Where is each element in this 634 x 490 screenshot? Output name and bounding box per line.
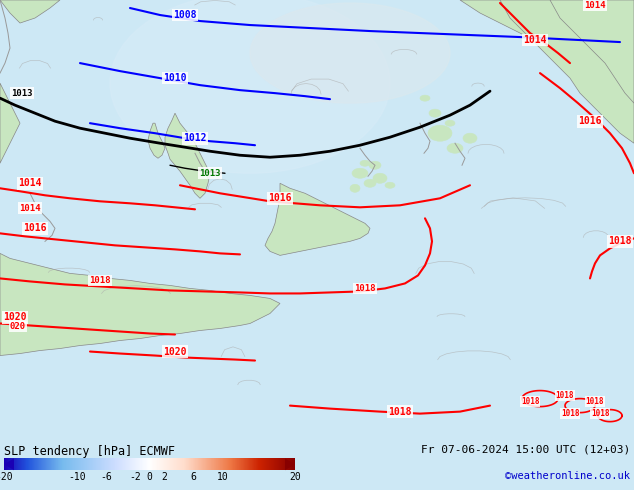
Polygon shape [0,253,280,356]
Polygon shape [500,0,634,143]
Polygon shape [0,83,20,163]
Ellipse shape [385,182,395,188]
Ellipse shape [352,168,368,178]
Ellipse shape [350,184,360,192]
Text: 1010: 1010 [163,73,187,83]
Text: 020: 020 [10,322,26,331]
Text: 1018: 1018 [521,397,540,406]
Text: Fr 07-06-2024 15:00 UTC (12+03): Fr 07-06-2024 15:00 UTC (12+03) [421,444,630,455]
Text: 1020: 1020 [3,313,27,322]
Ellipse shape [110,0,390,173]
Ellipse shape [429,109,441,117]
Text: 1016: 1016 [578,116,602,126]
Ellipse shape [447,143,463,153]
Ellipse shape [364,179,376,187]
Text: 1014: 1014 [19,204,41,213]
Text: 10: 10 [216,472,228,482]
Text: 1018: 1018 [608,236,631,246]
Text: 1018: 1018 [560,409,579,418]
Text: ©weatheronline.co.uk: ©weatheronline.co.uk [505,471,630,481]
Ellipse shape [428,125,452,141]
Text: -10: -10 [68,472,86,482]
Text: 1014: 1014 [18,178,42,188]
Text: 1012: 1012 [183,133,207,143]
Polygon shape [460,0,634,113]
Text: 1018: 1018 [354,284,376,293]
Text: 1016: 1016 [23,223,47,233]
Text: 6: 6 [190,472,196,482]
Text: 1018: 1018 [89,276,111,285]
Text: 1018: 1018 [556,391,574,400]
Text: -6: -6 [100,472,112,482]
Polygon shape [550,0,634,103]
Text: 1020: 1020 [163,346,187,357]
Ellipse shape [360,160,370,166]
Text: 1018: 1018 [591,409,609,418]
Text: -2: -2 [129,472,141,482]
Text: 1014: 1014 [523,35,547,45]
Ellipse shape [250,3,450,103]
Text: -20: -20 [0,472,13,482]
Polygon shape [165,113,210,198]
Text: 1008: 1008 [173,10,197,20]
Ellipse shape [463,133,477,143]
Text: 1016: 1016 [268,193,292,203]
Text: 1013: 1013 [199,169,221,178]
Polygon shape [580,0,634,38]
Text: 20: 20 [289,472,301,482]
Text: 1018: 1018 [388,407,411,416]
Ellipse shape [420,95,430,101]
Text: 2: 2 [161,472,167,482]
Text: SLP tendency [hPa] ECMWF: SLP tendency [hPa] ECMWF [4,444,175,458]
Polygon shape [148,123,165,158]
Text: 1018: 1018 [586,397,604,406]
Polygon shape [4,458,14,470]
Polygon shape [285,458,295,470]
Ellipse shape [369,161,381,169]
Ellipse shape [445,120,455,126]
Polygon shape [0,0,60,23]
Polygon shape [265,183,370,255]
Text: 1014: 1014 [585,0,605,9]
Text: 0: 0 [146,472,152,482]
Ellipse shape [373,173,387,183]
Text: 1013: 1013 [11,89,33,98]
